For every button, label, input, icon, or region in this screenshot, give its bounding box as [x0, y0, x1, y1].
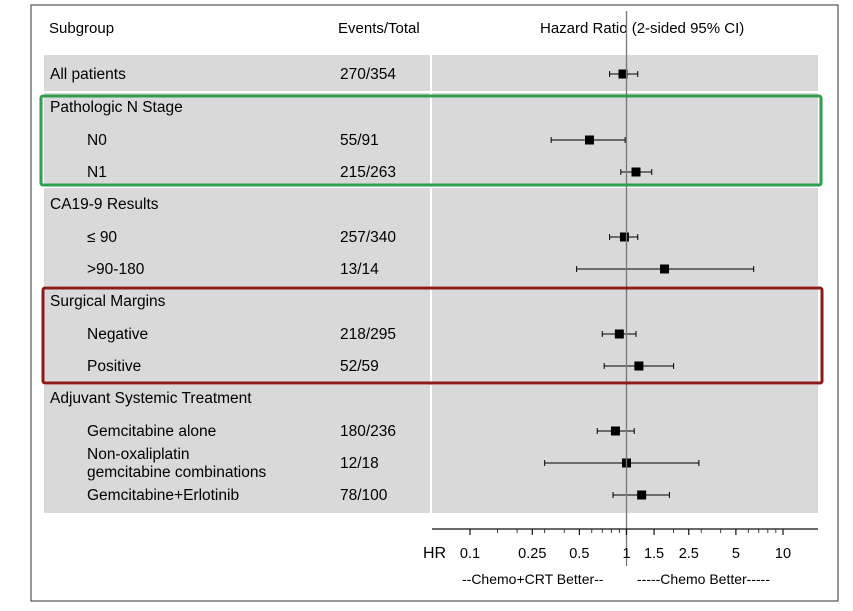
- hr-point-marker: [631, 167, 641, 177]
- label-band: [44, 55, 430, 513]
- row-label: Negative: [87, 326, 148, 343]
- favors-left-label: --Chemo+CRT Better--: [462, 571, 604, 587]
- row-label: All patients: [50, 66, 126, 83]
- row-events: 218/295: [340, 326, 396, 343]
- header-subgroup: Subgroup: [49, 20, 114, 37]
- hr-point-marker: [660, 264, 670, 274]
- hr-point-marker: [610, 426, 620, 436]
- row-events: 78/100: [340, 487, 388, 504]
- x-tick-label: 2.5: [679, 546, 699, 562]
- row-label: ≤ 90: [87, 229, 117, 246]
- row-label: Gemcitabine+Erlotinib: [87, 487, 239, 504]
- row-label: CA19-9 Results: [50, 196, 159, 213]
- highlight-box-pathologic-n-stage: [39, 94, 823, 187]
- row-label: Surgical Margins: [50, 293, 166, 310]
- hr-point-marker: [618, 69, 628, 79]
- row-label: N1: [87, 164, 107, 181]
- row-events: 257/340: [340, 229, 396, 246]
- row-label: Non-oxaliplatin gemcitabine combinations: [87, 446, 266, 481]
- row-label: >90-180: [87, 261, 145, 278]
- row-events: 270/354: [340, 66, 396, 83]
- highlight-box-surgical-margins: [41, 286, 824, 385]
- row-label: N0: [87, 132, 107, 149]
- header-hazard-ratio: Hazard Ratio (2-sided 95% CI): [540, 20, 744, 37]
- x-tick-label: 0.5: [569, 546, 589, 562]
- row-events: 13/14: [340, 261, 379, 278]
- row-label: Gemcitabine alone: [87, 423, 216, 440]
- plot-band: [432, 55, 818, 513]
- row-events: 52/59: [340, 358, 379, 375]
- x-tick-label: 10: [775, 546, 791, 562]
- row-events: 12/18: [340, 455, 379, 472]
- header-events: Events/Total: [338, 20, 420, 37]
- hr-point-marker: [637, 490, 647, 500]
- x-tick-label: 5: [732, 546, 740, 562]
- row-label: Adjuvant Systemic Treatment: [50, 390, 252, 407]
- row-label: Pathologic N Stage: [50, 99, 183, 116]
- row-events: 180/236: [340, 423, 396, 440]
- x-axis-ticks: 0.1 0.25 0.5 1 1.5 2.5 5 10: [460, 529, 791, 562]
- x-axis-label: HR: [423, 545, 446, 562]
- x-tick-label: 1: [622, 546, 630, 562]
- row-events: 215/263: [340, 164, 396, 181]
- row-label: Positive: [87, 358, 141, 375]
- x-tick-label: 0.25: [518, 546, 546, 562]
- hr-point-marker: [634, 361, 644, 371]
- row-events: 55/91: [340, 132, 379, 149]
- hr-point-marker: [619, 232, 629, 242]
- hr-point-marker: [584, 135, 594, 145]
- favors-right-label: -----Chemo Better-----: [637, 571, 770, 587]
- hr-point-marker: [614, 329, 624, 339]
- rows-layer: All patients 270/354 Pathologic N Stage N0 5…: [50, 66, 755, 504]
- x-tick-label: 0.1: [460, 546, 480, 562]
- x-tick-label: 1.5: [644, 546, 664, 562]
